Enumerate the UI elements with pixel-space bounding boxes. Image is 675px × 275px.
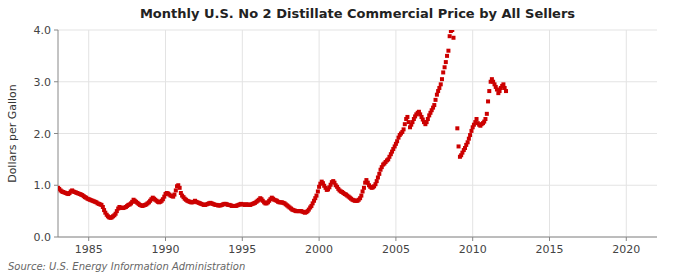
- data-point: [174, 188, 178, 192]
- data-point: [426, 117, 430, 121]
- y-grid-line: [58, 185, 657, 186]
- data-point: [444, 60, 448, 64]
- y-tick-label: 4.0: [34, 24, 52, 37]
- y-grid-line: [58, 30, 657, 31]
- data-point: [439, 82, 443, 86]
- data-point: [485, 112, 489, 116]
- data-point: [455, 126, 459, 130]
- y-tick-label: 3.0: [34, 76, 52, 89]
- data-point: [432, 103, 436, 107]
- data-point: [450, 30, 454, 32]
- data-point: [178, 186, 182, 190]
- data-point: [434, 98, 438, 102]
- x-tick: [165, 237, 166, 241]
- data-point: [435, 93, 439, 97]
- axes: 1985 1990 1995 2000 2005 2010 2015 2020 0.0 1.0 2.…: [34, 24, 641, 256]
- source-note: Source: U.S. Energy Information Administ…: [8, 261, 245, 272]
- data-point: [469, 129, 473, 133]
- x-tick-label: 2000: [305, 243, 333, 256]
- y-grid-line: [58, 237, 657, 238]
- x-tick: [88, 237, 89, 241]
- x-tick-label: 2020: [612, 243, 640, 256]
- data-point: [445, 54, 449, 58]
- data-point: [172, 193, 176, 197]
- data-point: [441, 70, 445, 74]
- data-point: [487, 89, 491, 93]
- y-tick-label: 1.0: [34, 179, 52, 192]
- y-grid-line: [58, 133, 657, 134]
- data-point: [443, 65, 447, 69]
- y-grid-line: [58, 81, 657, 82]
- chart-svg: 1985 1990 1995 2000 2005 2010 2015 2020 0.0 1.0 2.…: [0, 0, 675, 275]
- data-point: [446, 49, 450, 53]
- y-tick: [54, 185, 58, 186]
- y-tick: [54, 81, 58, 82]
- x-tick-label: 1990: [152, 243, 180, 256]
- data-point: [466, 140, 470, 144]
- data-point: [437, 86, 441, 90]
- x-tick: [626, 237, 627, 241]
- data-point: [475, 117, 479, 121]
- data-point: [451, 36, 455, 40]
- y-tick-label: 0.0: [34, 231, 52, 244]
- data-point: [501, 82, 505, 86]
- x-tick: [395, 237, 396, 241]
- data-point: [316, 189, 320, 193]
- data-point: [359, 194, 363, 198]
- x-tick-label: 2005: [382, 243, 410, 256]
- x-tick: [549, 237, 550, 241]
- x-tick-label: 2010: [459, 243, 487, 256]
- x-axis-line: [58, 237, 657, 238]
- chart-container: 1985 1990 1995 2000 2005 2010 2015 2020 0.0 1.0 2.…: [0, 0, 675, 275]
- data-point: [376, 175, 380, 179]
- grid: [58, 30, 657, 237]
- data-point: [405, 115, 409, 119]
- data-point: [361, 189, 365, 193]
- x-tick-label: 2015: [535, 243, 563, 256]
- data-point: [375, 179, 379, 183]
- y-axis-label: Dollars per Gallon: [6, 84, 19, 183]
- x-tick: [242, 237, 243, 241]
- data-point: [440, 77, 444, 81]
- data-points: [58, 30, 508, 220]
- chart-title: Monthly U.S. No 2 Distillate Commercial …: [140, 6, 575, 21]
- x-tick-label: 1995: [228, 243, 256, 256]
- y-tick: [54, 133, 58, 134]
- data-point: [395, 139, 399, 143]
- data-point: [377, 172, 381, 176]
- data-point: [402, 127, 406, 131]
- y-tick: [54, 30, 58, 31]
- data-point: [314, 194, 318, 198]
- data-point: [483, 117, 487, 121]
- data-point: [448, 34, 452, 38]
- x-tick: [319, 237, 320, 241]
- data-point: [504, 89, 508, 93]
- y-tick: [54, 237, 58, 238]
- data-point: [486, 99, 490, 103]
- x-tick-label: 1985: [75, 243, 103, 256]
- data-point: [403, 122, 407, 126]
- data-point: [467, 137, 471, 141]
- data-point: [362, 186, 366, 190]
- y-tick-label: 2.0: [34, 128, 52, 141]
- x-tick: [472, 237, 473, 241]
- data-point: [468, 133, 472, 137]
- data-point: [457, 144, 461, 148]
